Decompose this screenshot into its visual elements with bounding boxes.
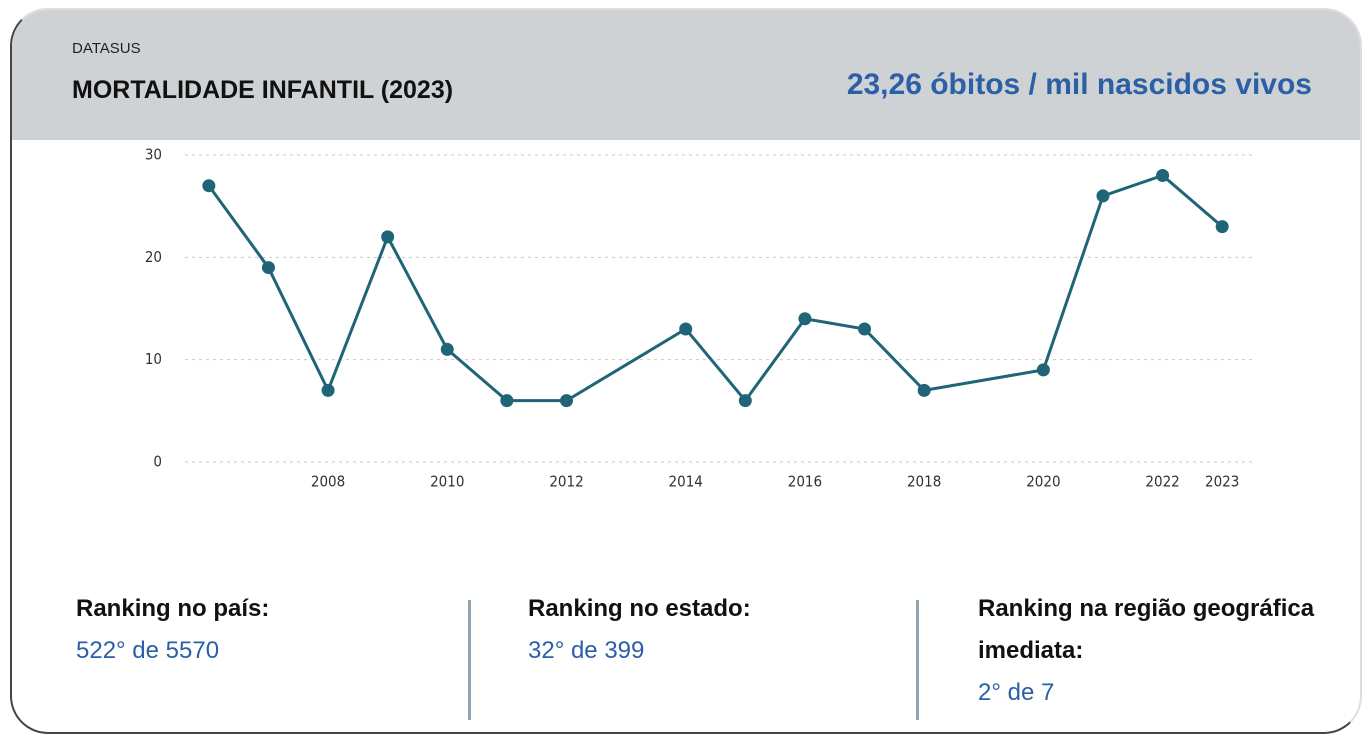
ranking: Ranking no país: 522° de 5570 [76,588,436,672]
ranking-label: Ranking na região geográfica imediata: [978,595,1315,664]
point [1036,363,1050,377]
point [500,394,514,408]
x-tick-label: 2020 [1026,473,1060,491]
point [1096,189,1110,203]
point [559,394,573,408]
headline: 23,26 óbitos / mil nascidos vivos [846,68,1312,101]
point [917,383,931,397]
x-tick-label: 2012 [549,473,583,491]
line [207,173,1224,404]
x-tick-label: 2014 [669,473,703,491]
y-tick-label: 30 [145,146,162,164]
y-tick-label: 20 [145,248,162,266]
x-tick-label: 2018 [907,473,941,491]
point [440,342,454,356]
point [381,230,395,244]
x-tick-label: 2022 [1145,473,1179,491]
ranking-value: 2° de 7 [978,679,1055,706]
ranking: Ranking no estado: 32° de 399 [528,588,888,672]
x-tick-label: 2016 [788,473,822,491]
point [202,179,216,193]
ranking-label: Ranking no país: [76,595,270,622]
ranking-value: 32° de 399 [528,637,645,664]
title: MORTALIDADE INFANTIL (2023) [72,76,454,104]
x-tick-label: 2010 [430,473,464,491]
x-tick-label: 2008 [311,473,345,491]
point [1215,220,1229,234]
y-tick-label: 10 [145,350,162,368]
divider [468,600,471,720]
ranking-label: Ranking no estado: [528,595,751,622]
point [679,322,693,336]
source: DATASUS [72,40,141,57]
divider [916,600,919,720]
point [858,322,872,336]
y-tick-label: 0 [153,453,162,471]
point [1156,168,1170,182]
point [738,394,752,408]
ranking: Ranking na região geográfica imediata: 2… [978,588,1318,714]
chart: 0 10 20 30 2008 2010 2012 2014 2016 2018 2020 2022 2… [145,146,1252,491]
point [321,383,335,397]
point [261,261,275,275]
ranking-value: 522° de 5570 [76,637,220,664]
point [798,312,812,326]
x-tick-label: 2023 [1205,473,1239,491]
card: DATASUS MORTALIDADE INFANTIL (2023) 23,2… [10,8,1362,734]
header: DATASUS MORTALIDADE INFANTIL (2023) 23,2… [12,10,1360,140]
